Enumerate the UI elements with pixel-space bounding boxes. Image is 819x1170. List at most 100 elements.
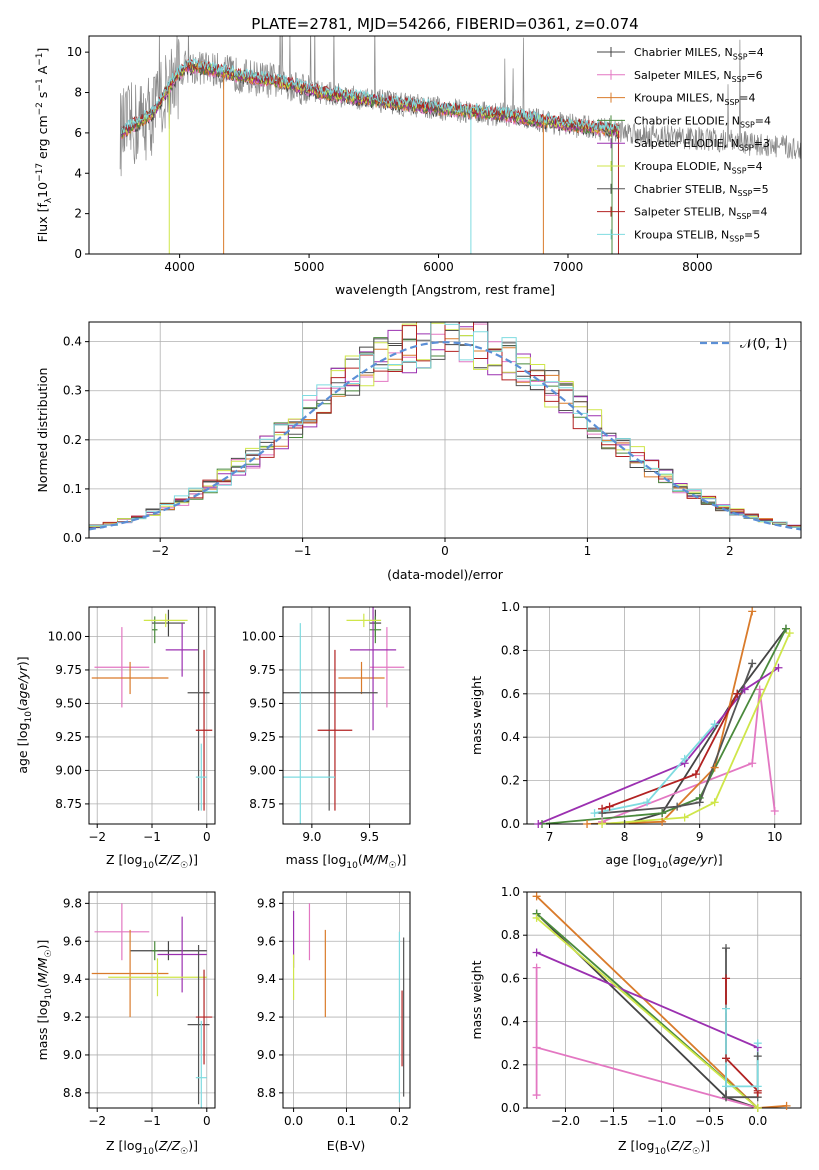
x-axis-label: age [log10(age/yr)] — [605, 852, 722, 871]
mass-weight-point — [748, 607, 757, 616]
mass-weight-series-line — [535, 967, 758, 1108]
y-tick-label: 9.8 — [63, 896, 82, 910]
grid-mass_vs_Z — [89, 892, 215, 1108]
mass-weight-point — [598, 820, 607, 828]
y-tick-label: 9.25 — [55, 730, 82, 744]
y-tick-label: 0.6 — [501, 687, 520, 701]
legend-entry: Kroupa MILES, NSSP=4 — [634, 92, 755, 107]
plot-area-mass_vs_ebv — [292, 903, 405, 1103]
mass-weight-point — [598, 804, 607, 813]
axes-frame — [526, 891, 802, 1109]
x-tick-label: 0.0 — [284, 1114, 303, 1128]
y-tick-label: 0.0 — [501, 817, 520, 831]
x-tick-label: −1.5 — [599, 1114, 628, 1128]
y-tick-label: 10.00 — [242, 629, 276, 643]
y-tick-label: 0.1 — [63, 482, 82, 496]
x-tick-label: −1 — [143, 1114, 161, 1128]
mass-weight-series-line — [536, 917, 759, 1108]
mass-weight-point — [785, 629, 794, 638]
x-tick-label: −1.0 — [647, 1114, 676, 1128]
y-tick-label: 9.50 — [249, 696, 276, 710]
y-tick-label: 1.0 — [501, 600, 520, 614]
x-tick-label: 0.0 — [748, 1114, 767, 1128]
axes-frame — [526, 606, 802, 825]
x-tick-label: 0.1 — [337, 1114, 356, 1128]
y-tick-label: 9.2 — [257, 1010, 276, 1024]
y-tick-label: 0.4 — [63, 335, 82, 349]
mass-weight-point — [532, 963, 541, 972]
mass-weight-point — [710, 720, 719, 729]
mass-weight-point — [673, 802, 682, 811]
mass-weight-series-line — [601, 693, 739, 810]
y-tick-label: 9.00 — [55, 763, 82, 777]
y-tick-label: 4 — [74, 166, 82, 180]
axes-weight_vs_Z: −2.0 −1.5 −1.0 −0.5 0.0 0.0 0.2 0.4 0.6 0.8 1.0 Z [… — [469, 885, 802, 1157]
y-tick-label: 0.2 — [501, 774, 520, 788]
x-tick-label: −2 — [151, 544, 169, 558]
x-tick-label: −2 — [88, 830, 106, 844]
y-tick-label: 0.2 — [501, 1058, 520, 1072]
y-tick-label: 8.75 — [55, 797, 82, 811]
mass-weight-point — [680, 813, 689, 822]
mass-weight-point — [748, 659, 757, 668]
mass-weight-series-line — [602, 632, 791, 824]
y-tick-label: 9.0 — [257, 1048, 276, 1062]
axes-frame — [282, 606, 411, 825]
x-axis-label: mass [log10(M/M☉)] — [286, 852, 407, 871]
y-tick-label: 6 — [74, 126, 82, 140]
legend-entry: Chabrier MILES, NSSP=4 — [634, 46, 764, 61]
mass-weight-point — [590, 809, 599, 818]
plot-area-weight_vs_age — [537, 611, 791, 824]
x-tick-label: 7000 — [553, 260, 584, 274]
mass-weight-series-line — [601, 689, 776, 823]
mass-weight-point — [680, 754, 689, 763]
plot-area-mass_vs_Z — [91, 903, 213, 1108]
x-axis-label: E(B-V) — [327, 1138, 366, 1153]
axes-mass_vs_ebv: 0.0 0.1 0.2 8.8 9.0 9.2 9.4 9.6 9.8 — [257, 891, 411, 1128]
axes-mass_vs_Z: −2 −1 0 8.8 9.0 9.2 9.4 9.6 9.8 Z [log10(Z/Z☉)] ma… — [35, 891, 216, 1157]
x-axis-label: Z [log10(Z/Z☉)] — [106, 1138, 198, 1157]
y-tick-label: 9.75 — [249, 663, 276, 677]
y-tick-label: 9.50 — [55, 696, 82, 710]
legend-entry: Kroupa ELODIE, NSSP=4 — [634, 160, 763, 175]
y-tick-label: 0.4 — [501, 730, 520, 744]
x-axis-label: wavelength [Angstrom, rest frame] — [335, 282, 555, 297]
x-tick-label: −1 — [294, 544, 312, 558]
y-axis-label: mass weight — [469, 676, 484, 755]
figure-title: PLATE=2781, MJD=54266, FIBERID=0361, z=0… — [251, 15, 638, 33]
y-tick-label: 9.6 — [63, 934, 82, 948]
y-tick-label: 2 — [74, 207, 82, 221]
y-tick-label: 9.00 — [249, 763, 276, 777]
mass-weight-point — [722, 1093, 731, 1102]
grid-age_vs_Z — [89, 607, 215, 824]
y-tick-label: 8 — [74, 86, 82, 100]
plot-area-age_vs_mass — [283, 607, 405, 824]
y-tick-label: 9.4 — [257, 972, 276, 986]
x-tick-label: 4000 — [164, 260, 195, 274]
mass-weight-point — [753, 1039, 762, 1048]
mass-weight-point — [532, 1091, 541, 1100]
mass-weight-series-line — [624, 628, 787, 824]
mass-weight-series-line — [725, 1008, 759, 1088]
mass-weight-point — [753, 1052, 762, 1061]
x-tick-label: 6000 — [423, 260, 454, 274]
y-tick-label: 9.4 — [63, 972, 82, 986]
legend-entry: Kroupa STELIB, NSSP=5 — [634, 228, 760, 243]
grid-age_vs_mass — [283, 607, 410, 824]
y-tick-label: 0.0 — [63, 531, 82, 545]
x-tick-label: 0 — [203, 830, 211, 844]
residual-histogram-line — [89, 322, 801, 528]
y-tick-label: 0.6 — [501, 971, 520, 985]
mass-weight-point — [532, 913, 541, 922]
y-tick-label: 0.8 — [501, 643, 520, 657]
y-axis-label: Normed distribution — [35, 368, 50, 493]
x-tick-label: −1 — [143, 830, 161, 844]
y-axis-label: Flux [fλ10−17 erg cm−2 s−1 A−1] — [35, 48, 54, 243]
legend-entry: Salpeter STELIB, NSSP=4 — [634, 206, 767, 221]
mass-weight-point — [722, 944, 731, 953]
axes-spectrum: 4000 5000 6000 7000 8000 0 2 4 6 8 10 Chabrier MILE… — [35, 35, 802, 297]
mass-weight-series-line — [594, 723, 716, 814]
x-tick-label: 0 — [203, 1114, 211, 1128]
y-tick-label: 0.0 — [501, 1101, 520, 1115]
